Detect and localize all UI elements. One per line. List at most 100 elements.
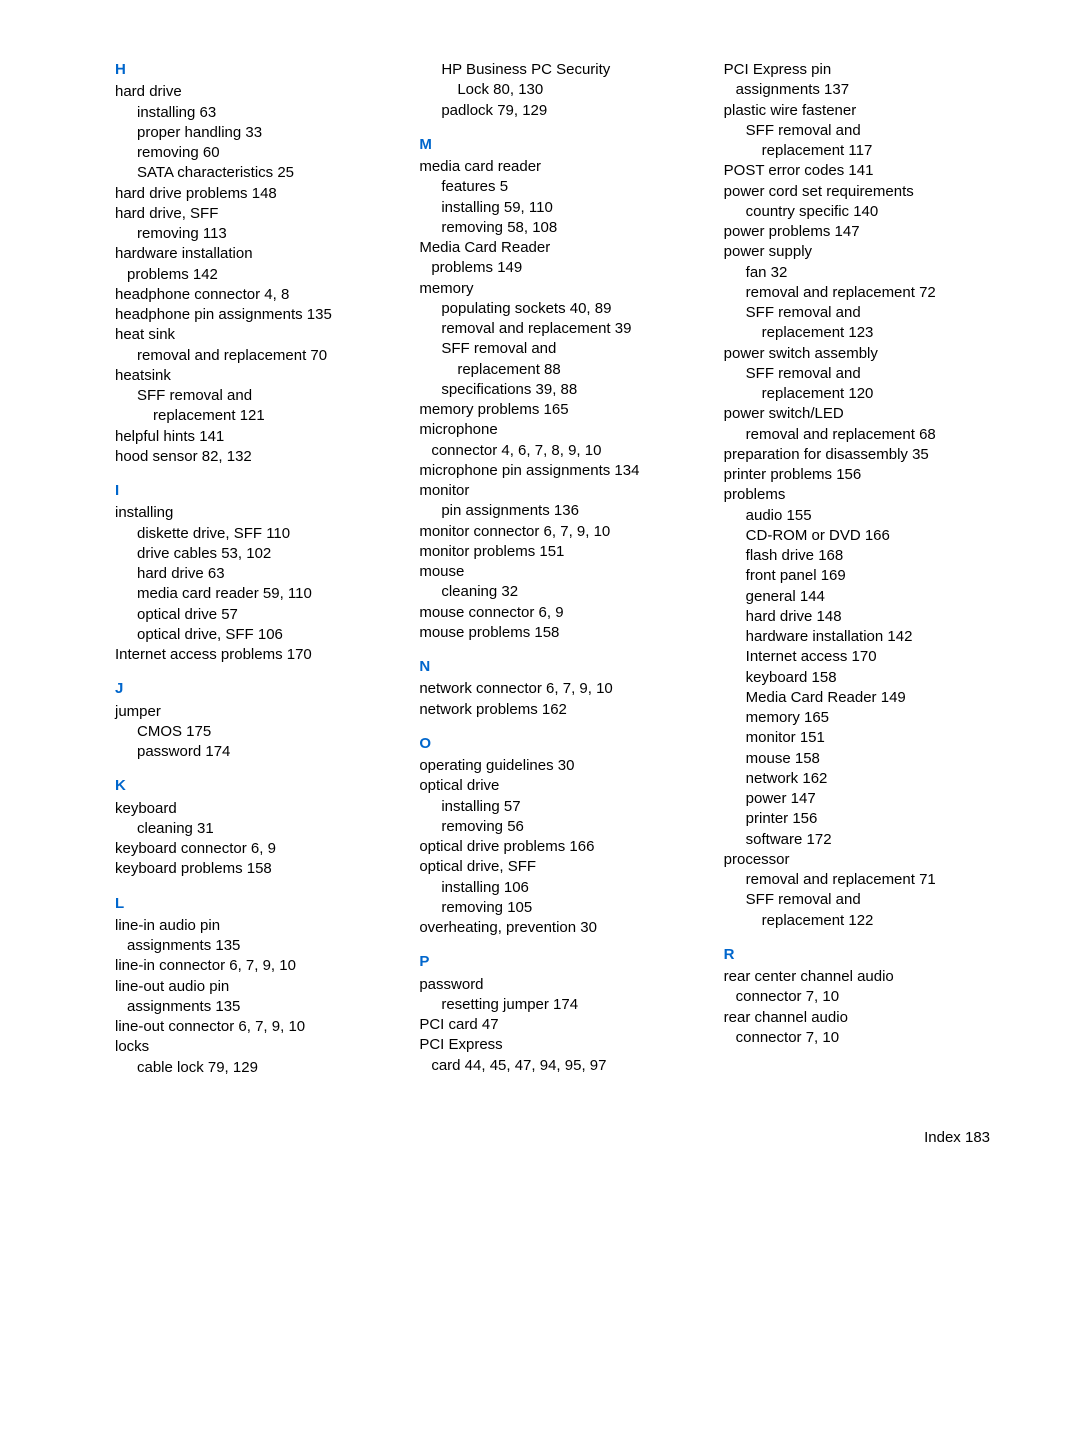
index-entry: SATA characteristics 25 [115,163,391,183]
section-head-m: M [419,135,695,155]
index-entry: hard drive problems 148 [115,184,391,204]
index-entry: SFF removal and [724,890,1000,910]
index-entry: line-in connector 6, 7, 9, 10 [115,956,391,976]
index-entry: removal and replacement 39 [419,319,695,339]
index-entry: cleaning 32 [419,582,695,602]
index-entry: fan 32 [724,263,1000,283]
index-entry: assignments 135 [115,997,391,1017]
index-entry: specifications 39, 88 [419,380,695,400]
index-entry: SFF removal and [724,303,1000,323]
index-entry: general 144 [724,587,1000,607]
index-entry: removal and replacement 70 [115,346,391,366]
index-entry: diskette drive, SFF 110 [115,524,391,544]
index-entry: cleaning 31 [115,819,391,839]
index-entry: replacement 117 [724,141,1000,161]
index-entry: plastic wire fastener [724,101,1000,121]
index-entry: helpful hints 141 [115,427,391,447]
index-entry: headphone connector 4, 8 [115,285,391,305]
index-entry: overheating, prevention 30 [419,918,695,938]
index-entry: padlock 79, 129 [419,101,695,121]
index-entry: removing 105 [419,898,695,918]
index-entry: hard drive 63 [115,564,391,584]
index-entry: SFF removal and [115,386,391,406]
index-entry: hard drive [115,82,391,102]
index-entry: Internet access problems 170 [115,645,391,665]
index-entry: memory problems 165 [419,400,695,420]
index-entry: optical drive, SFF 106 [115,625,391,645]
index-entry: HP Business PC Security [419,60,695,80]
index-entry: Internet access 170 [724,647,1000,667]
index-entry: preparation for disassembly 35 [724,445,1000,465]
index-entry: memory [419,279,695,299]
index-entry: audio 155 [724,506,1000,526]
index-entry: power supply [724,242,1000,262]
index-entry: keyboard connector 6, 9 [115,839,391,859]
index-entry: front panel 169 [724,566,1000,586]
index-entry: resetting jumper 174 [419,995,695,1015]
index-entry: operating guidelines 30 [419,756,695,776]
index-entry: power switch/LED [724,404,1000,424]
index-entry: keyboard [115,799,391,819]
index-entry: microphone [419,420,695,440]
index-entry: keyboard 158 [724,668,1000,688]
index-entry: problems 149 [419,258,695,278]
index-entry: locks [115,1037,391,1057]
index-entry: software 172 [724,830,1000,850]
index-entry: PCI Express [419,1035,695,1055]
index-entry: removal and replacement 72 [724,283,1000,303]
index-entry: keyboard problems 158 [115,859,391,879]
index-entry: headphone pin assignments 135 [115,305,391,325]
index-entry: replacement 121 [115,406,391,426]
index-entry: drive cables 53, 102 [115,544,391,564]
index-entry: country specific 140 [724,202,1000,222]
index-entry: PCI Express pin [724,60,1000,80]
index-entry: assignments 137 [724,80,1000,100]
index-entry: SFF removal and [724,121,1000,141]
index-entry: line-out connector 6, 7, 9, 10 [115,1017,391,1037]
index-entry: CD-ROM or DVD 166 [724,526,1000,546]
index-entry: media card reader 59, 110 [115,584,391,604]
index-entry: replacement 88 [419,360,695,380]
section-head-o: O [419,734,695,754]
index-entry: replacement 123 [724,323,1000,343]
index-entry: optical drive [419,776,695,796]
index-entry: hardware installation 142 [724,627,1000,647]
index-entry: monitor connector 6, 7, 9, 10 [419,522,695,542]
index-entry: hard drive 148 [724,607,1000,627]
index-entry: removing 113 [115,224,391,244]
index-entry: removal and replacement 71 [724,870,1000,890]
index-entry: installing 106 [419,878,695,898]
section-head-k: K [115,776,391,796]
index-entry: password [419,975,695,995]
index-entry: Media Card Reader 149 [724,688,1000,708]
index-entry: line-in audio pin [115,916,391,936]
index-entry: power cord set requirements [724,182,1000,202]
index-entry: optical drive, SFF [419,857,695,877]
index-entry: mouse 158 [724,749,1000,769]
index-entry: pin assignments 136 [419,501,695,521]
index-entry: monitor 151 [724,728,1000,748]
index-entry: hood sensor 82, 132 [115,447,391,467]
index-entry: hardware installation [115,244,391,264]
index-entry: mouse problems 158 [419,623,695,643]
index-entry: monitor problems 151 [419,542,695,562]
index-entry: removing 58, 108 [419,218,695,238]
index-entry: proper handling 33 [115,123,391,143]
index-entry: CMOS 175 [115,722,391,742]
index-entry: mouse [419,562,695,582]
index-entry: populating sockets 40, 89 [419,299,695,319]
index-entry: media card reader [419,157,695,177]
index-entry: cable lock 79, 129 [115,1058,391,1078]
index-entry: PCI card 47 [419,1015,695,1035]
section-head-n: N [419,657,695,677]
index-entry: hard drive, SFF [115,204,391,224]
column-2: HP Business PC SecurityLock 80, 130padlo… [419,60,695,1078]
index-entry: installing 57 [419,797,695,817]
column-1: Hhard driveinstalling 63proper handling … [115,60,391,1078]
index-entry: POST error codes 141 [724,161,1000,181]
index-entry: optical drive problems 166 [419,837,695,857]
index-entry: processor [724,850,1000,870]
section-head-h: H [115,60,391,80]
index-entry: SFF removal and [419,339,695,359]
column-3: PCI Express pinassignments 137plastic wi… [724,60,1000,1078]
